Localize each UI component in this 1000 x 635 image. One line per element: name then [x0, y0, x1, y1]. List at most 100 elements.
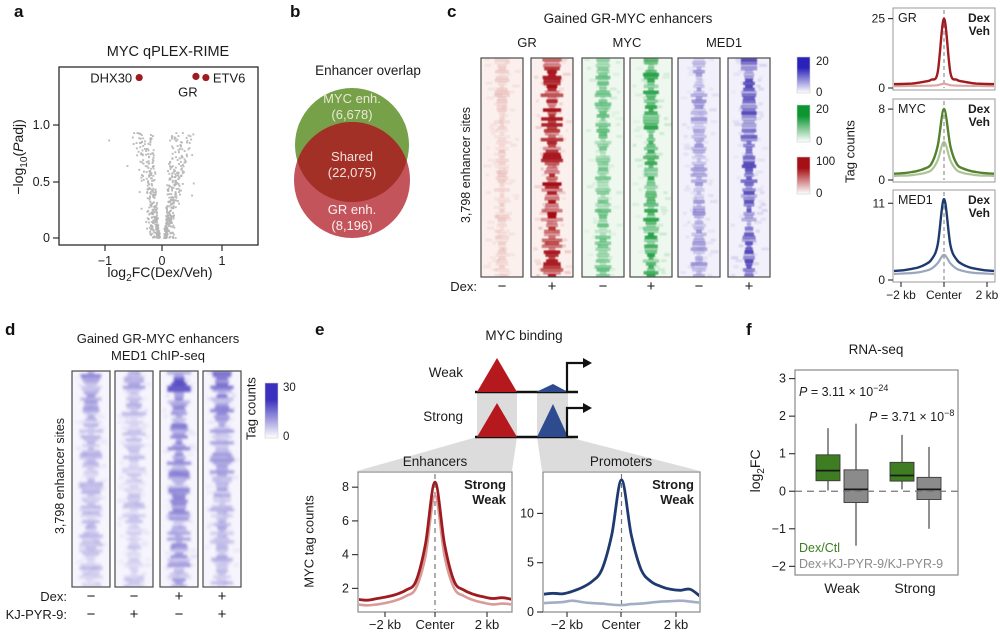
hc1: [530, 57, 574, 278]
volcano-x-tick: 0: [159, 254, 166, 268]
boxplot-y-tick: 3: [779, 372, 786, 386]
colorbar-tick: 0: [816, 87, 822, 99]
profile-y-tick: 25: [872, 12, 886, 26]
boxplot-y-tick: 1: [779, 447, 786, 461]
heatmap-c-dex-sign: −: [694, 278, 704, 295]
panel-label-e: e: [315, 320, 325, 339]
weak-promoter-peak: [536, 384, 568, 392]
volcano-y-tick: 0: [43, 231, 50, 245]
colorbar-tick: 0: [816, 188, 822, 200]
legend-dex-kjpyr9: Dex+KJ-PYR-9/KJ-PYR-9: [799, 557, 944, 571]
profile-y-tick: 8: [878, 102, 885, 116]
heatmap-d-dex-sign: −: [86, 588, 96, 605]
boxplot-y-tick: 0: [779, 484, 786, 498]
volcano-y-tick: 1.0: [33, 118, 50, 132]
colorbar: [796, 56, 811, 94]
plot-x-tick: Center: [601, 617, 641, 632]
tss-arrow: [565, 361, 583, 392]
legend-dex-ctl: Dex/Ctl: [799, 541, 840, 555]
strong-enhancer-peak: [477, 403, 517, 437]
profile-legend-dex: Dex: [968, 193, 990, 207]
volcano-y-tick: 0.5: [33, 175, 50, 189]
panel-label-a: a: [14, 2, 24, 21]
legend-weak: Weak: [472, 492, 506, 507]
tss-arrow: [565, 406, 583, 437]
plot-y-tick: 10: [520, 506, 534, 520]
hc2: [581, 57, 625, 278]
profile-y-tick: 0: [878, 81, 885, 95]
boxplot-y-tick: 2: [779, 409, 786, 423]
heatmap-d-kjpyr9-label: KJ-PYR-9:: [5, 607, 67, 622]
volcano-plot-frame: [58, 66, 259, 246]
highlight-label: DHX30: [90, 71, 132, 86]
profile-x-tick: Center: [926, 288, 962, 302]
weak-curve: [544, 599, 699, 607]
venn-myc-label: MYC enh.: [323, 91, 381, 106]
heatmap-c-dex-label: Dex:: [450, 279, 477, 294]
profile-y-tick: 11: [873, 196, 886, 210]
legend-weak: Weak: [660, 492, 694, 507]
heatmap-c-dex-sign: +: [646, 278, 656, 295]
profile-plot-frame: [892, 98, 996, 183]
hc4: [677, 57, 721, 278]
heatmap-col-label-med1: MED1: [705, 35, 743, 50]
enhancers-plot-title: Enhancers: [402, 454, 468, 469]
heatmap-d-dex-label: Dex:: [40, 589, 67, 604]
p-value-strong: P = 3.71 × 10−8: [869, 408, 955, 425]
hd1: [114, 370, 154, 588]
plot-x-tick: 2 kb: [475, 617, 500, 632]
box: [889, 461, 915, 482]
plot-y-tick: 6: [342, 514, 349, 528]
plot-y-tick: 4: [342, 548, 349, 562]
veh-curve: [894, 253, 994, 276]
profile-y-tick: 0: [878, 273, 885, 287]
volcano-x-tick: −1: [98, 254, 112, 268]
venn-myc-count: (6,678): [331, 107, 373, 122]
funnel-promoters: [537, 437, 700, 471]
volcano-scatter: [108, 132, 195, 239]
hd2: [159, 370, 199, 588]
heatmap-d-title-line2: MED1 ChIP-seq: [111, 348, 205, 363]
plot-y-tick: 2: [342, 581, 349, 595]
legend-strong: Strong: [652, 477, 694, 492]
boxplot-y-tick: −1: [772, 522, 786, 536]
heatmap-d-kjpyr9-sign: +: [129, 606, 139, 623]
heatmap-d-title-line1: Gained GR-MYC enhancers: [76, 331, 240, 346]
panel-label-c: c: [447, 2, 457, 21]
dex-curve: [894, 17, 994, 86]
profile-x-tick: −2 kb: [886, 288, 916, 302]
tss-arrowhead: [583, 403, 592, 413]
heatmap-d-dex-sign: +: [174, 588, 184, 605]
highlight-label: GR: [178, 84, 198, 99]
panel-label-b: b: [290, 2, 301, 21]
venn-gr-count: (8,196): [331, 218, 373, 233]
box: [843, 469, 869, 503]
heatmap-d-dex-sign: +: [217, 588, 227, 605]
rnaseq-y-axis-label: log2FC: [747, 449, 767, 493]
hd0: [71, 370, 111, 588]
category-label-weak: Weak: [824, 580, 860, 596]
p-value-weak: P = 3.11 × 10−24: [799, 383, 889, 400]
profile-factor-label: MED1: [898, 193, 933, 207]
colorbar-tick: 100: [816, 156, 835, 168]
highlight-point: [202, 73, 210, 82]
heatmap-d-kjpyr9-sign: +: [217, 606, 227, 623]
strong-curve: [359, 480, 511, 602]
dex-curve: [894, 107, 994, 175]
weak-row-label: Weak: [428, 365, 463, 380]
plot-y-tick: 8: [342, 480, 349, 494]
heatmap-c-title: Gained GR-MYC enhancers: [543, 11, 713, 26]
highlight-label: ETV6: [213, 71, 246, 86]
colorbar-tick: 30: [283, 382, 296, 394]
venn-overlap-region: [297, 121, 407, 203]
colorbar-tick: 20: [816, 56, 829, 68]
strong-curve: [544, 478, 699, 598]
heatmap-col-label-myc: MYC: [612, 35, 642, 50]
panel-label-f: f: [746, 320, 752, 339]
heatmap-c-dex-sign: +: [744, 278, 754, 295]
profile-legend-veh: Veh: [969, 24, 990, 38]
legend-strong: Strong: [464, 477, 506, 492]
heatmap-d-kjpyr9-sign: −: [174, 606, 184, 623]
weak-curve: [359, 494, 511, 607]
venn-shared-label: Shared: [331, 149, 373, 164]
